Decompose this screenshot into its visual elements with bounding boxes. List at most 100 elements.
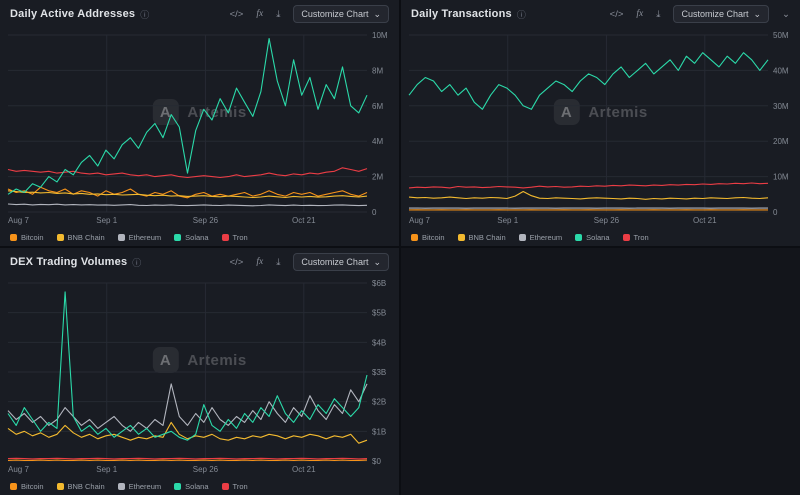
- legend-label: Solana: [586, 232, 610, 242]
- chevron-down-icon[interactable]: ⌄: [782, 8, 790, 20]
- legend-item-bitcoin[interactable]: Bitcoin: [10, 482, 44, 491]
- svg-text:Sep 26: Sep 26: [594, 216, 620, 225]
- code-embed-icon[interactable]: </>: [609, 8, 624, 20]
- artemis-logo-icon: A: [152, 347, 179, 374]
- svg-text:Sep 1: Sep 1: [96, 216, 117, 225]
- legend-item-bnb-chain[interactable]: BNB Chain: [56, 232, 105, 242]
- code-embed-icon[interactable]: </>: [229, 8, 244, 20]
- formula-icon[interactable]: fx: [256, 9, 264, 19]
- legend-swatch: [221, 482, 229, 490]
- legend-label: Tron: [232, 232, 248, 242]
- legend-item-solana[interactable]: Solana: [575, 232, 610, 242]
- legend-swatch: [56, 233, 64, 241]
- svg-text:Aug 7: Aug 7: [8, 216, 29, 225]
- legend-item-tron[interactable]: Tron: [622, 232, 649, 242]
- panel-header: Daily Transactions ⓘ </> fx ⤓ Customize …: [401, 0, 800, 28]
- svg-text:0: 0: [372, 208, 377, 217]
- legend-label: BNB Chain: [67, 232, 105, 242]
- svg-text:$3B: $3B: [372, 368, 386, 377]
- svg-text:Sep 1: Sep 1: [96, 465, 117, 474]
- legend-item-solana[interactable]: Solana: [174, 481, 209, 491]
- formula-icon[interactable]: fx: [256, 257, 264, 267]
- panel-title: Daily Active Addresses: [10, 8, 136, 20]
- legend-item-tron[interactable]: Tron: [221, 481, 248, 491]
- chart-canvas-daily-transactions[interactable]: A Artemis 0 10M 20M 30M 40M 50M Aug 7 Sep 1 Sep …: [401, 28, 800, 228]
- legend-swatch: [622, 233, 630, 241]
- panel-dex-trading-volumes: DEX Trading Volumes ⓘ </> fx ⤓ Customize…: [0, 248, 399, 495]
- svg-text:Sep 26: Sep 26: [193, 465, 219, 474]
- legend-swatch: [221, 233, 229, 241]
- legend-item-bnb-chain[interactable]: BNB Chain: [457, 232, 506, 242]
- panel-title: Daily Transactions: [411, 8, 512, 20]
- svg-text:$2B: $2B: [372, 398, 386, 407]
- svg-text:2M: 2M: [372, 173, 383, 182]
- customize-chart-label: Customize Chart: [301, 9, 369, 19]
- svg-text:$6B: $6B: [372, 279, 386, 288]
- legend-label: BNB Chain: [67, 481, 105, 491]
- code-embed-icon[interactable]: </>: [229, 256, 244, 268]
- customize-chart-button[interactable]: Customize Chart ⌄: [293, 5, 389, 23]
- artemis-watermark-text: Artemis: [187, 103, 247, 121]
- chart-legend: Bitcoin BNB Chain Ethereum Solana Tron: [0, 477, 399, 495]
- svg-text:Sep 1: Sep 1: [497, 216, 518, 225]
- svg-text:0: 0: [773, 208, 778, 217]
- chart-canvas-dex-trading-volumes[interactable]: A Artemis $0 $1B $2B $3B $4B $5B $6B Aug 7 Sep 1…: [0, 276, 399, 477]
- legend-swatch: [10, 482, 17, 490]
- legend-item-ethereum[interactable]: Ethereum: [117, 233, 161, 242]
- svg-text:30M: 30M: [773, 102, 789, 111]
- legend-item-ethereum[interactable]: Ethereum: [518, 232, 563, 242]
- info-icon[interactable]: ⓘ: [516, 9, 526, 20]
- panel-header: DEX Trading Volumes ⓘ </> fx ⤓ Customize…: [0, 248, 399, 276]
- artemis-watermark: A Artemis: [553, 99, 647, 125]
- panel-title: DEX Trading Volumes: [10, 256, 128, 268]
- customize-chart-button[interactable]: Customize Chart ⌄: [673, 5, 770, 23]
- legend-item-bitcoin[interactable]: Bitcoin: [10, 233, 44, 242]
- customize-chart-label: Customize Chart: [301, 257, 369, 267]
- legend-swatch: [518, 233, 526, 241]
- legend-label: Bitcoin: [21, 481, 44, 491]
- caret-down-icon: ⌄: [373, 8, 381, 19]
- svg-text:Oct 21: Oct 21: [693, 216, 717, 225]
- legend-label: Solana: [185, 481, 209, 491]
- caret-down-icon: ⌄: [753, 8, 762, 19]
- legend-item-bnb-chain[interactable]: BNB Chain: [56, 481, 105, 491]
- svg-text:$5B: $5B: [372, 309, 386, 318]
- download-icon[interactable]: ⤓: [276, 256, 281, 268]
- caret-down-icon: ⌄: [373, 256, 381, 267]
- svg-text:40M: 40M: [773, 66, 789, 75]
- download-icon[interactable]: ⤓: [656, 8, 661, 20]
- legend-label: Ethereum: [529, 232, 563, 242]
- legend-label: BNB Chain: [468, 232, 506, 242]
- customize-chart-label: Customize Chart: [681, 9, 749, 19]
- svg-text:50M: 50M: [773, 31, 789, 40]
- legend-item-solana[interactable]: Solana: [174, 233, 209, 242]
- legend-label: Tron: [633, 232, 649, 242]
- formula-icon[interactable]: fx: [636, 9, 644, 19]
- artemis-logo-icon: A: [152, 99, 179, 125]
- legend-label: Tron: [232, 481, 248, 491]
- panel-daily-active-addresses: Daily Active Addresses ⓘ </> fx ⤓ Custom…: [0, 0, 399, 246]
- svg-text:$0: $0: [372, 457, 381, 466]
- info-icon[interactable]: ⓘ: [132, 257, 142, 268]
- legend-item-tron[interactable]: Tron: [221, 232, 248, 242]
- artemis-watermark-text: Artemis: [588, 103, 648, 121]
- legend-swatch: [56, 482, 64, 490]
- customize-chart-button[interactable]: Customize Chart ⌄: [293, 253, 389, 271]
- svg-text:Aug 7: Aug 7: [8, 465, 29, 474]
- svg-text:8M: 8M: [372, 66, 383, 75]
- svg-text:$1B: $1B: [372, 427, 386, 436]
- info-icon[interactable]: ⓘ: [140, 9, 150, 20]
- chart-legend: Bitcoin BNB Chain Ethereum Solana Tron: [0, 228, 399, 246]
- svg-text:$4B: $4B: [372, 338, 386, 347]
- svg-text:20M: 20M: [773, 137, 789, 146]
- chart-canvas-daily-active-addresses[interactable]: A Artemis 0 2M 4M 6M 8M 10M Aug 7 Sep 1 Sep 26 Oc…: [0, 28, 399, 228]
- legend-item-bitcoin[interactable]: Bitcoin: [411, 233, 445, 242]
- legend-swatch: [10, 233, 17, 241]
- legend-swatch: [174, 482, 182, 490]
- legend-item-ethereum[interactable]: Ethereum: [117, 482, 161, 491]
- artemis-watermark: A Artemis: [152, 347, 246, 374]
- legend-swatch: [575, 233, 583, 241]
- download-icon[interactable]: ⤓: [276, 8, 281, 20]
- svg-text:Aug 7: Aug 7: [409, 216, 430, 225]
- svg-text:10M: 10M: [773, 173, 789, 182]
